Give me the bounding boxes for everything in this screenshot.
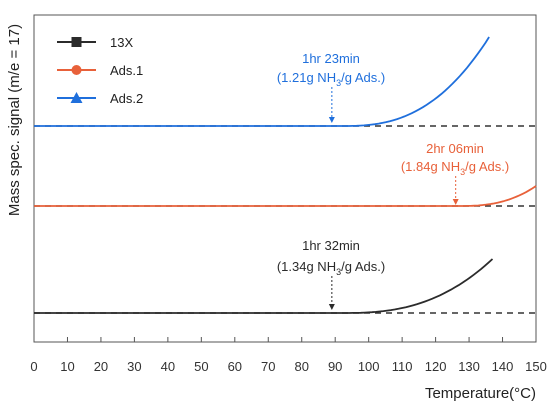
x-axis-ticks: 0 10 20 30 40 50 60 70 80 90 100 110 120 130 140 150 xyxy=(30,337,547,374)
x-tick-label: 30 xyxy=(127,359,141,374)
annotation-capacity: (1.84g NH3/g Ads.) xyxy=(401,159,509,177)
plot-frame xyxy=(33,14,537,343)
legend-marker-square xyxy=(71,37,82,47)
annotations: 1hr 32min (1.34g NH3/g Ads.) 2hr 06min (1.8… xyxy=(277,51,509,310)
x-tick-label: 120 xyxy=(425,359,447,374)
x-tick-label: 50 xyxy=(194,359,208,374)
annotation-arrow-head xyxy=(452,199,459,205)
x-tick-label: 80 xyxy=(294,359,308,374)
x-tick-label: 150 xyxy=(525,359,547,374)
x-tick-label: 130 xyxy=(458,359,480,374)
annotation-time: 1hr 32min xyxy=(302,238,360,253)
annotation-time: 1hr 23min xyxy=(302,51,360,66)
legend-label: Ads.2 xyxy=(110,91,143,106)
annotation-capacity: (1.34g NH3/g Ads.) xyxy=(277,259,385,277)
x-tick-label: 90 xyxy=(328,359,342,374)
series-line-ads2 xyxy=(34,36,490,127)
x-tick-label: 0 xyxy=(30,359,37,374)
annotation-time: 2hr 06min xyxy=(426,141,484,156)
series-line-ads1 xyxy=(34,185,537,207)
annotation-arrow-head xyxy=(328,304,335,310)
x-axis-label: Temperature(°C) xyxy=(425,385,536,402)
x-tick-label: 10 xyxy=(60,359,74,374)
legend-marker-circle xyxy=(71,65,82,75)
annotation-arrow-head xyxy=(328,117,335,123)
x-tick-label: 20 xyxy=(94,359,108,374)
x-tick-label: 70 xyxy=(261,359,275,374)
series-line-13x xyxy=(34,258,494,314)
legend-label: 13X xyxy=(110,35,133,50)
y-axis-label: Mass spec. signal (m/e = 17) xyxy=(6,24,23,216)
x-tick-label: 110 xyxy=(392,359,413,374)
x-tick-label: 60 xyxy=(228,359,242,374)
legend-marker-triangle xyxy=(70,92,83,103)
x-tick-label: 140 xyxy=(492,359,514,374)
series-lines xyxy=(34,36,537,314)
annotation-capacity: (1.21g NH3/g Ads.) xyxy=(277,70,385,88)
legend: 13X Ads.1 Ads.2 xyxy=(57,35,143,106)
x-tick-label: 40 xyxy=(161,359,175,374)
legend-label: Ads.1 xyxy=(110,63,143,78)
x-tick-label: 100 xyxy=(358,359,380,374)
